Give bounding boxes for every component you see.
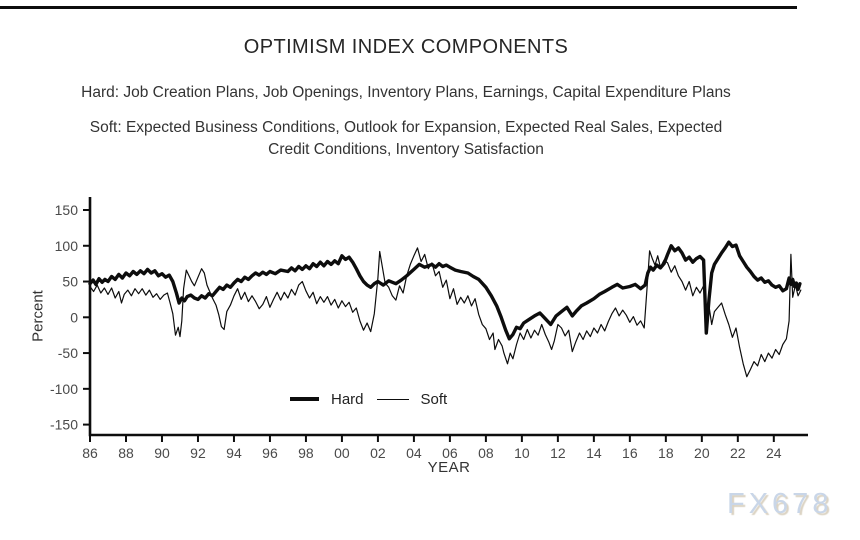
x-axis-tick-label: 10	[514, 445, 530, 461]
axis-frame	[88, 197, 808, 437]
subtitle-soft-line-1: Soft: Expected Business Conditions, Outl…	[89, 119, 723, 136]
chart-title: OPTIMISM INDEX COMPONENTS	[243, 36, 569, 58]
y-axis-tick-label: -150	[50, 417, 78, 433]
x-axis-tick-label: 22	[730, 445, 746, 461]
y-axis-tick-label: 150	[55, 202, 79, 218]
x-axis-tick-label: 92	[190, 445, 206, 461]
x-axis-title: YEAR	[427, 459, 471, 476]
y-axis-tick-label: -50	[58, 345, 78, 361]
x-axis-tick-label: 94	[226, 445, 242, 461]
watermark: FX678	[727, 488, 833, 520]
x-axis-tick-label: 18	[658, 445, 674, 461]
x-axis-tick-label: 96	[262, 445, 278, 461]
y-axis-tick-label: -100	[50, 381, 78, 397]
x-axis-tick-label: 14	[586, 445, 602, 461]
legend-hard-line-sample	[290, 397, 319, 401]
legend: Hard Soft	[290, 390, 447, 408]
x-axis-tick-label: 04	[406, 445, 422, 461]
soft-series-line	[89, 247, 802, 378]
x-axis-tick-label: 88	[118, 445, 134, 461]
x-axis-tick-label: 06	[442, 445, 458, 461]
legend-hard-label: Hard	[331, 390, 364, 408]
x-axis-tick-label: 20	[694, 445, 710, 461]
subtitle-hard-components: Hard: Job Creation Plans, Job Openings, …	[81, 84, 731, 101]
legend-soft-line-sample	[376, 398, 409, 400]
x-axis-tick-label: 98	[298, 445, 314, 461]
x-axis-tick-label: 02	[370, 445, 386, 461]
hard-series-line	[88, 240, 802, 341]
top-divider-rule	[0, 6, 797, 9]
x-axis-tick-label: 12	[550, 445, 566, 461]
x-axis-tick-label: 00	[334, 445, 350, 461]
y-axis-tick-label: 50	[62, 274, 78, 290]
y-axis-title: Percent	[29, 290, 47, 342]
y-axis-tick-label: 0	[70, 309, 78, 325]
x-axis-tick-label: 86	[82, 445, 98, 461]
x-axis-tick-label: 90	[154, 445, 170, 461]
x-axis-tick-label: 24	[766, 445, 782, 461]
subtitle-soft-line-2: Credit Conditions, Inventory Satisfactio…	[268, 141, 544, 158]
x-axis-tick-label: 08	[478, 445, 494, 461]
y-axis-tick-label: 100	[55, 238, 79, 254]
x-axis-tick-label: 16	[622, 445, 638, 461]
legend-soft-label: Soft	[420, 390, 448, 408]
subtitle-soft-components: Soft: Expected Business Conditions, Outl…	[0, 117, 812, 161]
